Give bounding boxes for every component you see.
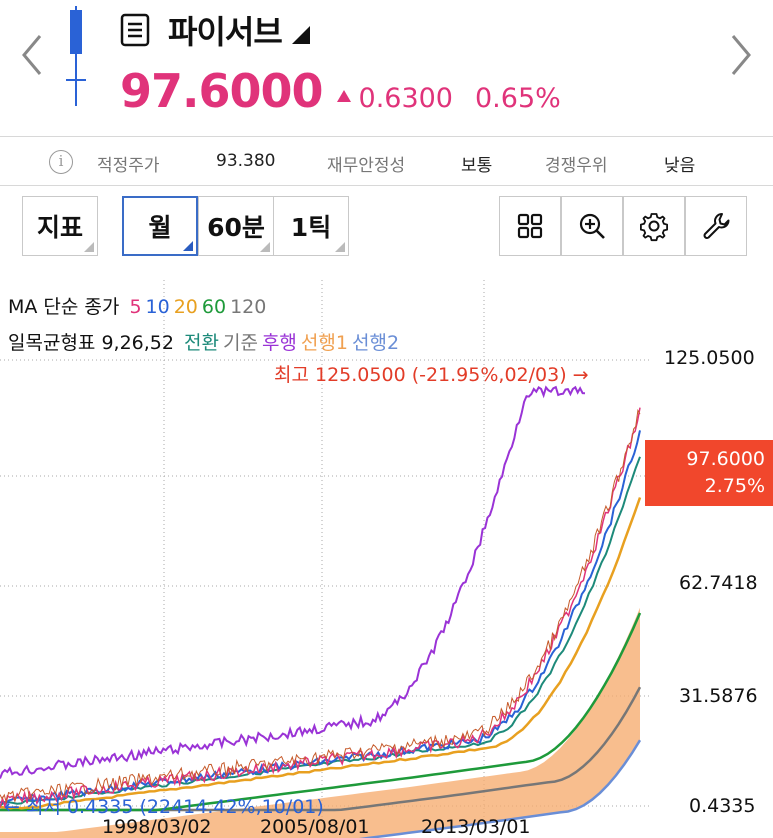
ma-legend[interactable]: MA 단순 종가 5 10 20 60 120 xyxy=(8,292,274,319)
up-triangle-icon xyxy=(336,90,351,102)
corner-marker-icon xyxy=(183,241,193,251)
stability-value: 보통 xyxy=(461,156,493,176)
ichimoku-legend[interactable]: 일목균형표 9,26,52 전환 기준 후행 선행1 선행2 xyxy=(8,328,407,355)
ichimoku-line-label: 선행1 xyxy=(300,332,348,354)
tools-button[interactable] xyxy=(685,196,747,256)
ma-period-list: 5 10 20 60 120 xyxy=(129,296,270,318)
corner-marker-icon xyxy=(84,242,94,252)
ma-period-label: 10 xyxy=(145,296,170,318)
next-stock-arrow-icon[interactable] xyxy=(727,30,755,80)
ma5-line xyxy=(0,407,641,810)
ma20-line xyxy=(0,497,642,810)
ichimoku-cloud xyxy=(0,607,640,838)
ma10-line xyxy=(0,430,641,806)
price-change-pct: 0.65% xyxy=(475,83,561,114)
period-month-button[interactable]: 월 xyxy=(122,196,198,256)
lagging-span-line xyxy=(0,385,586,779)
ichimoku-line-label: 선행2 xyxy=(351,332,400,354)
settings-button[interactable] xyxy=(623,196,685,256)
wrench-icon xyxy=(703,213,730,239)
ma-period-label: 120 xyxy=(230,296,267,318)
conversion-line xyxy=(0,456,641,807)
ma-legend-label: MA 단순 종가 xyxy=(8,296,120,318)
title-row[interactable]: 파이서브 xyxy=(120,8,310,52)
fair-price-value: 93.380 xyxy=(216,151,276,171)
current-price-tag-pct: 2.75% xyxy=(704,475,765,497)
x-tick-label: 2005/08/01 xyxy=(260,816,370,838)
current-price-tag-value: 97.6000 xyxy=(686,448,765,470)
zoom-in-icon xyxy=(579,213,605,239)
price-chart[interactable]: MA 단순 종가 5 10 20 60 120 일목균형표 9,26,52 전환 기준 후행… xyxy=(0,280,773,838)
competitive-label: 경쟁우위 xyxy=(545,156,608,176)
valuation-info-bar: i 적정주가 93.380 재무안정성 보통 경쟁우위 낮음 xyxy=(0,136,773,186)
month-button-label: 월 xyxy=(148,213,172,242)
current-price: 97.6000 xyxy=(120,64,324,118)
stock-header: 파이서브 97.6000 0.6300 0.65% xyxy=(0,0,773,136)
period-1tick-button[interactable]: 1틱 xyxy=(273,196,349,256)
ma60-line xyxy=(0,612,642,812)
chart-series xyxy=(0,385,642,838)
leading-span2-line xyxy=(358,739,642,838)
period-60min-button[interactable]: 60분 xyxy=(198,196,274,256)
chart-canvas[interactable] xyxy=(0,280,773,838)
info-icon[interactable]: i xyxy=(49,150,73,174)
y-tick-label: 0.4335 xyxy=(689,795,756,817)
document-icon[interactable] xyxy=(120,13,150,47)
ma-period-label: 20 xyxy=(173,296,198,318)
ichimoku-line-label: 전환 xyxy=(184,332,219,354)
prev-stock-arrow-icon[interactable] xyxy=(18,30,46,80)
min60-button-label: 60분 xyxy=(207,213,265,242)
y-tick-label: 31.5876 xyxy=(679,685,758,707)
tick-button-label: 1틱 xyxy=(290,213,332,242)
indicator-button[interactable]: 지표 xyxy=(22,196,98,256)
grid-icon xyxy=(517,213,543,239)
fair-price-label: 적정주가 xyxy=(97,156,160,176)
indicator-button-label: 지표 xyxy=(36,213,83,242)
candle-icon xyxy=(66,6,86,106)
ichimoku-line-list: 전환 기준 후행 선행1 선행2 xyxy=(184,332,403,354)
ichimoku-line-label: 기준 xyxy=(222,332,258,354)
gear-icon xyxy=(640,213,668,242)
low-annotation: ← 최저 0.4335 (22414.42%,10/01) xyxy=(4,796,324,818)
ichimoku-cloud-area xyxy=(0,607,640,838)
zoom-button[interactable] xyxy=(561,196,623,256)
price-line xyxy=(0,408,641,804)
corner-marker-icon xyxy=(260,242,270,252)
high-annotation: 최고 125.0500 (-21.95%,02/03) → xyxy=(274,364,589,386)
dropdown-triangle-icon[interactable] xyxy=(291,26,310,44)
ichimoku-legend-label: 일목균형표 9,26,52 xyxy=(8,332,174,354)
price-row: 97.6000 0.6300 0.65% xyxy=(120,64,561,122)
stability-label: 재무안정성 xyxy=(327,156,406,176)
corner-marker-icon xyxy=(335,242,345,252)
competitive-value: 낮음 xyxy=(664,156,696,176)
ma-period-label: 5 xyxy=(129,296,142,318)
x-tick-label: 2013/03/01 xyxy=(421,816,531,838)
price-change: 0.6300 xyxy=(358,83,453,114)
ma-period-label: 60 xyxy=(201,296,227,318)
ichimoku-line-label: 후행 xyxy=(261,332,297,354)
stock-name[interactable]: 파이서브 xyxy=(168,13,283,51)
current-price-tag: 97.6000 2.75% xyxy=(645,440,773,506)
y-tick-label: 62.7418 xyxy=(679,572,758,594)
y-tick-label: 125.0500 xyxy=(664,347,755,369)
layout-grid-button[interactable] xyxy=(499,196,561,256)
x-tick-label: 1998/03/02 xyxy=(102,816,212,838)
chart-toolbar: 지표 월 60분 1틱 xyxy=(0,186,773,280)
